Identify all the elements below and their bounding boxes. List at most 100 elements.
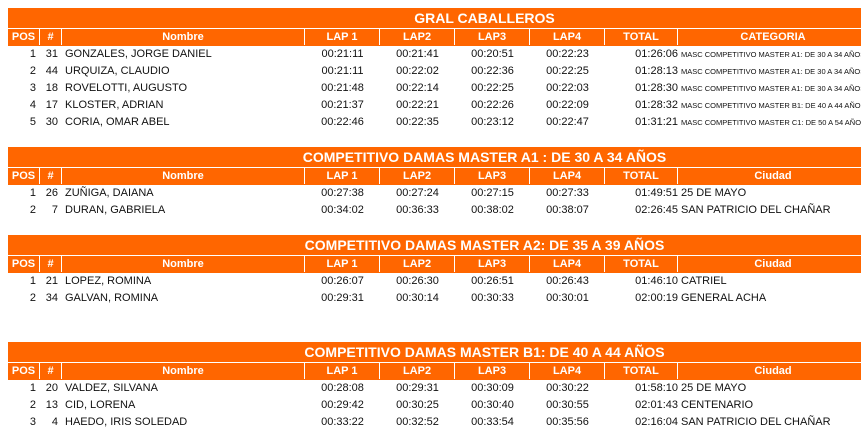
cell-extra: CATRIEL <box>681 275 727 287</box>
header-bib-number: # <box>40 168 62 184</box>
cell-lap3: 00:30:33 <box>471 292 514 304</box>
cell-lap1: 00:22:46 <box>321 116 364 128</box>
cell-lap4: 00:30:55 <box>546 399 589 411</box>
cell-pos: 2 <box>29 65 36 77</box>
cell-extra: 25 DE MAYO <box>681 382 747 394</box>
header-name: Nombre <box>62 29 305 45</box>
cell-lap2: 00:22:14 <box>396 82 439 94</box>
header-extra: Ciudad <box>754 170 792 182</box>
header-lap1: LAP 1 <box>305 29 380 45</box>
cell-total: 02:00:19 <box>635 292 678 304</box>
cell-bib-number: 7 <box>51 204 58 216</box>
header-lap1: LAP 1 <box>305 256 380 272</box>
header-lap3: LAP3 <box>455 363 530 379</box>
cell-name: DURAN, GABRIELA <box>65 204 166 216</box>
results-section: COMPETITIVO DAMAS MASTER B1: DE 40 A 44 … <box>8 342 861 431</box>
header-bib-number: # <box>40 363 62 379</box>
cell-lap3: 00:20:51 <box>471 48 514 60</box>
cell-lap4: 00:38:07 <box>546 204 589 216</box>
cell-pos: 5 <box>29 116 36 128</box>
cell-lap1: 00:21:11 <box>321 65 364 77</box>
header-lap2: LAP2 <box>380 168 455 184</box>
cell-lap1: 00:21:48 <box>321 82 364 94</box>
header-total: TOTAL <box>605 256 678 272</box>
header-name: Nombre <box>62 168 305 184</box>
cell-lap1: 00:29:42 <box>321 399 364 411</box>
cell-pos: 4 <box>29 99 36 111</box>
header-row: POS # Nombre LAP 1 LAP2 LAP3 LAP4 TOTAL Ciudad <box>8 167 861 185</box>
cell-total: 01:46:10 <box>635 275 678 287</box>
header-lap1: LAP 1 <box>305 168 380 184</box>
header-lap4: LAP4 <box>530 256 605 272</box>
cell-pos: 3 <box>29 82 36 94</box>
table-row: 1 21 LOPEZ, ROMINA 00:26:07 00:26:30 00:26:51… <box>8 273 861 290</box>
cell-lap3: 00:27:15 <box>471 187 514 199</box>
table-row: 2 7 DURAN, GABRIELA 00:34:02 00:36:33 00:38:0… <box>8 202 861 219</box>
cell-lap2: 00:21:41 <box>396 48 439 60</box>
cell-bib-number: 31 <box>45 48 58 60</box>
header-lap3: LAP3 <box>455 256 530 272</box>
cell-lap1: 00:21:37 <box>321 99 364 111</box>
cell-bib-number: 20 <box>45 382 58 394</box>
header-row: POS # Nombre LAP 1 LAP2 LAP3 LAP4 TOTAL Ciudad <box>8 362 861 380</box>
header-lap3: LAP3 <box>455 29 530 45</box>
cell-lap4: 00:30:01 <box>546 292 589 304</box>
cell-extra: SAN PATRICIO DEL CHAÑAR <box>681 204 831 216</box>
header-lap1: LAP 1 <box>305 363 380 379</box>
header-pos: POS <box>8 29 40 45</box>
cell-lap4: 00:22:23 <box>546 48 589 60</box>
cell-name: CORIA, OMAR ABEL <box>65 116 170 128</box>
header-total: TOTAL <box>605 168 678 184</box>
header-row: POS # Nombre LAP 1 LAP2 LAP3 LAP4 TOTAL CATEGORI… <box>8 28 861 46</box>
cell-pos: 2 <box>29 292 36 304</box>
header-pos: POS <box>8 363 40 379</box>
cell-total: 01:49:51 <box>635 187 678 199</box>
header-total: TOTAL <box>605 29 678 45</box>
cell-lap3: 00:30:40 <box>471 399 514 411</box>
cell-lap3: 00:38:02 <box>471 204 514 216</box>
cell-extra: MASC COMPETITIVO MASTER B1: DE 40 A 44 A… <box>681 101 861 110</box>
cell-lap2: 00:22:02 <box>396 65 439 77</box>
cell-bib-number: 13 <box>45 399 58 411</box>
cell-name: GONZALES, JORGE DANIEL <box>65 48 212 60</box>
cell-lap1: 00:29:31 <box>321 292 364 304</box>
cell-lap2: 00:32:52 <box>396 416 439 428</box>
header-extra: CATEGORIA <box>740 31 806 43</box>
cell-lap1: 00:27:38 <box>321 187 364 199</box>
header-name: Nombre <box>62 363 305 379</box>
header-bib-number: # <box>40 29 62 45</box>
cell-name: KLOSTER, ADRIAN <box>65 99 164 111</box>
cell-lap2: 00:26:30 <box>396 275 439 287</box>
cell-extra: 25 DE MAYO <box>681 187 747 199</box>
cell-lap2: 00:36:33 <box>396 204 439 216</box>
cell-extra: MASC COMPETITIVO MASTER A1: DE 30 A 34 A… <box>681 67 861 76</box>
section-title: COMPETITIVO DAMAS MASTER A2: DE 35 A 39 … <box>8 235 861 255</box>
cell-name: VALDEZ, SILVANA <box>65 382 158 394</box>
cell-lap4: 00:22:25 <box>546 65 589 77</box>
cell-total: 02:16:04 <box>635 416 678 428</box>
cell-lap1: 00:26:07 <box>321 275 364 287</box>
table-row: 2 34 GALVAN, ROMINA 00:29:31 00:30:14 00:30:3… <box>8 290 861 307</box>
cell-lap2: 00:29:31 <box>396 382 439 394</box>
cell-lap4: 00:27:33 <box>546 187 589 199</box>
cell-lap2: 00:27:24 <box>396 187 439 199</box>
cell-bib-number: 34 <box>45 292 58 304</box>
cell-total: 02:01:43 <box>635 399 678 411</box>
cell-pos: 1 <box>29 187 36 199</box>
cell-name: CID, LORENA <box>65 399 136 411</box>
cell-lap1: 00:33:22 <box>321 416 364 428</box>
cell-lap2: 00:30:14 <box>396 292 439 304</box>
cell-total: 01:26:06 <box>635 48 678 60</box>
cell-bib-number: 4 <box>51 416 58 428</box>
cell-name: ZUÑIGA, DAIANA <box>65 187 154 199</box>
cell-lap2: 00:22:35 <box>396 116 439 128</box>
cell-extra: GENERAL ACHA <box>681 292 767 304</box>
header-lap2: LAP2 <box>380 256 455 272</box>
cell-bib-number: 26 <box>45 187 58 199</box>
cell-lap3: 00:30:09 <box>471 382 514 394</box>
cell-extra: CENTENARIO <box>681 399 754 411</box>
header-lap4: LAP4 <box>530 363 605 379</box>
cell-lap4: 00:26:43 <box>546 275 589 287</box>
header-lap2: LAP2 <box>380 363 455 379</box>
cell-total: 01:28:32 <box>635 99 678 111</box>
